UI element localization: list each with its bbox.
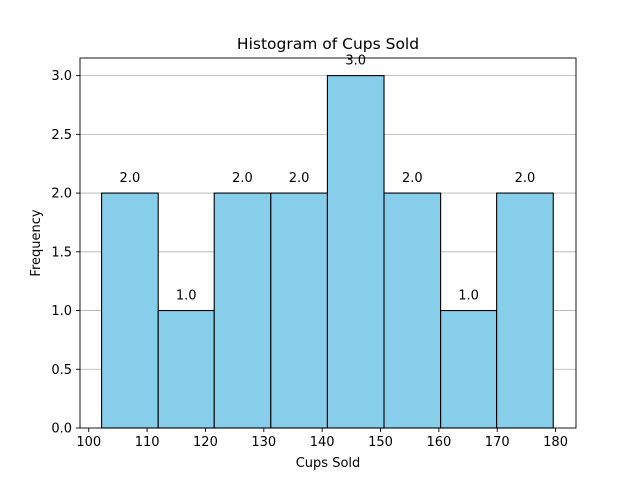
x-tick-label-130: 130: [251, 435, 276, 450]
y-tick-label-2.0: 2.0: [51, 187, 72, 202]
bar-data-label-7: 1.0: [458, 289, 479, 304]
x-tick-label-100: 100: [76, 435, 101, 450]
histogram-bar-3: [213, 192, 272, 429]
y-tick-label-3.0: 3.0: [51, 69, 72, 84]
histogram-bar-6: [383, 192, 442, 429]
bar-data-labels: 2.0 1.0 2.0 2.0 3.0 2.0 1.0 2.0: [120, 54, 536, 304]
x-tick-label-150: 150: [368, 435, 393, 450]
bar-data-label-1: 2.0: [120, 171, 141, 186]
y-axis-ticks: 0.0 0.5 1.0 1.5 2.0 2.5 3.0: [51, 69, 80, 437]
bar-data-label-6: 2.0: [402, 171, 423, 186]
x-axis-ticks: 100 110 120 130 140 150 160 170 180: [76, 428, 568, 450]
histogram-bar-8: [496, 192, 554, 429]
bar-data-label-2: 1.0: [176, 289, 197, 304]
y-tick-label-1.5: 1.5: [51, 245, 72, 260]
y-axis-label: Frequency: [29, 209, 44, 276]
bars: [101, 75, 554, 429]
x-tick-label-170: 170: [485, 435, 510, 450]
bar-data-label-4: 2.0: [289, 171, 310, 186]
y-tick-label-0.5: 0.5: [51, 363, 72, 378]
bar-data-label-3: 2.0: [232, 171, 253, 186]
plot-frame: [79, 57, 577, 429]
bar-data-label-5: 3.0: [345, 54, 366, 69]
x-axis-label: Cups Sold: [296, 456, 361, 471]
histogram-bar-4: [270, 192, 328, 429]
x-tick-label-120: 120: [193, 435, 218, 450]
chart-title: Histogram of Cups Sold: [237, 35, 419, 53]
histogram-bar-5: [326, 75, 385, 429]
y-tick-label-2.5: 2.5: [51, 128, 72, 143]
x-tick-label-180: 180: [543, 435, 568, 450]
histogram-bar-7: [440, 309, 498, 429]
bar-data-label-8: 2.0: [515, 171, 536, 186]
x-tick-label-160: 160: [426, 435, 451, 450]
histogram-bar-1: [101, 192, 159, 429]
y-tick-label-1.0: 1.0: [51, 304, 72, 319]
histogram-bar-2: [157, 309, 215, 429]
x-tick-label-140: 140: [310, 435, 335, 450]
x-tick-label-110: 110: [135, 435, 160, 450]
y-tick-label-0.0: 0.0: [51, 422, 72, 437]
